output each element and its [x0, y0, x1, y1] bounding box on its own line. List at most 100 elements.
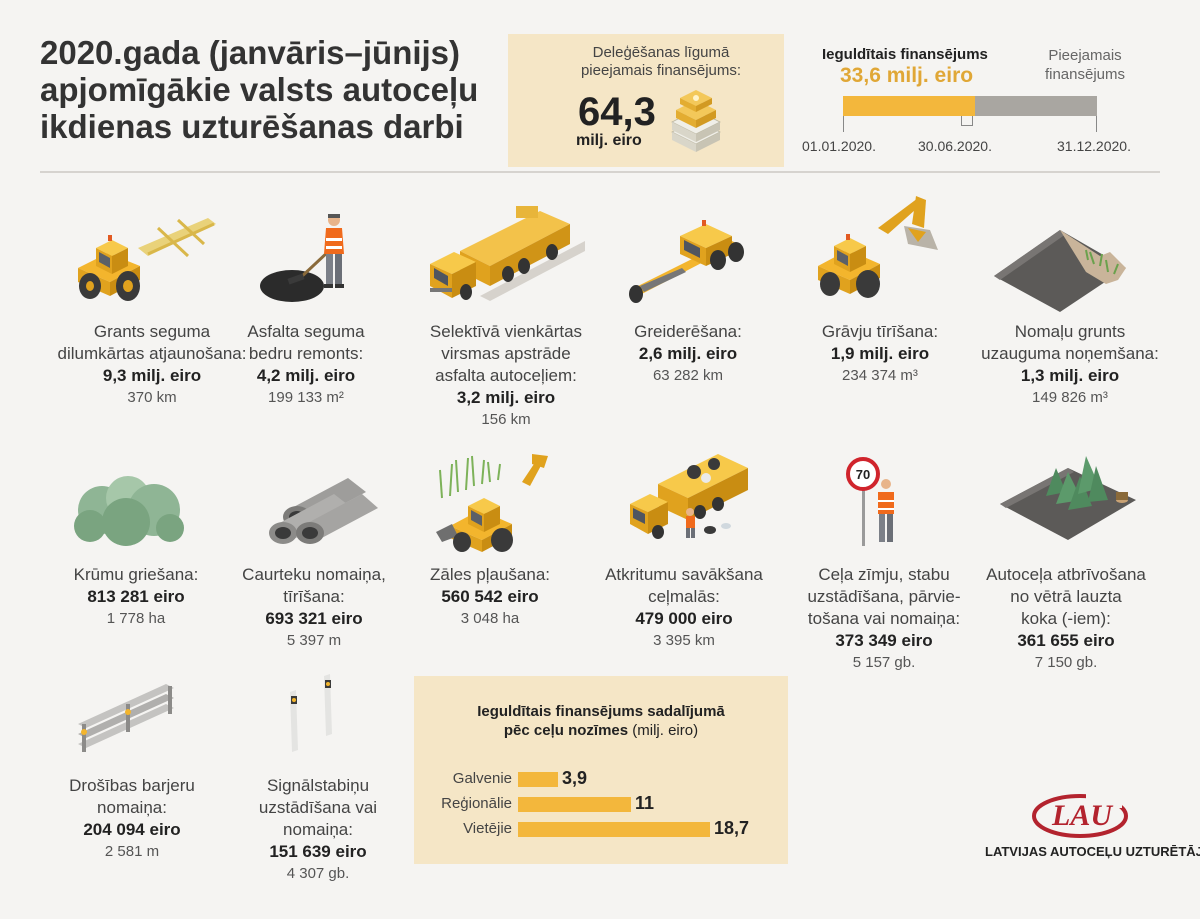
- fin-title-line: pēc ceļu nozīmes: [503, 722, 629, 739]
- work-amount: 479 000 eiro: [635, 609, 733, 628]
- guardrail-icon: [78, 684, 174, 752]
- bushes-icon: [74, 476, 184, 546]
- work-label-line: Zāles pļaušana:: [429, 565, 551, 584]
- work-card: Caurteku nomaiņa, tīrīšana: 693 321 eiro 5 …: [224, 564, 404, 652]
- funding-by-road-type-box: Ieguldītais finansējums sadalījumā pēc c…: [414, 676, 788, 864]
- work-label-line: bedru remonts:: [248, 344, 364, 363]
- work-label-line: tīrīšana:: [283, 587, 345, 606]
- invested-funding-value: 33,6 milj. eiro: [840, 64, 974, 87]
- work-card: Zāles pļaušana: 560 542 eiro 3 048 ha: [400, 564, 580, 630]
- budget-label-line: Deleģēšanas līgumā: [592, 44, 730, 61]
- work-card: Grāvju tīrīšana: 1,9 milj. eiro 234 374 m³: [790, 321, 970, 387]
- title-line: 2020.gada (janvāris–jūnijs): [40, 34, 461, 71]
- work-amount: 361 655 eiro: [1017, 631, 1115, 650]
- delineator-posts-icon: [290, 674, 332, 752]
- work-amount: 3,2 milj. eiro: [456, 388, 556, 407]
- work-quantity: 4 307 gb.: [286, 865, 350, 882]
- work-amount: 1,9 milj. eiro: [830, 344, 930, 363]
- mower-tractor-icon: [436, 454, 548, 552]
- work-label-line: Atkritumu savākšana: [605, 565, 763, 584]
- work-label-line: Nomaļu grunts: [1014, 322, 1126, 341]
- work-label-line: Greiderēšana:: [634, 322, 742, 341]
- lau-logo: LAU: [1032, 792, 1128, 838]
- road-type-value: 18,7: [714, 818, 750, 838]
- road-type-label: Reģionālie: [441, 795, 512, 812]
- gravel-tractor-icon: [78, 218, 216, 301]
- sign-speed-text: 70: [856, 467, 870, 482]
- work-label-line: uzstādīšana vai: [258, 798, 378, 817]
- logo-name: LATVIJAS AUTOCEĻU UZTURĒTĀJS: [985, 844, 1200, 859]
- work-quantity: 7 150 gb.: [1034, 654, 1098, 671]
- work-amount: 4,2 milj. eiro: [256, 366, 356, 385]
- budget-unit: milj. eiro: [576, 132, 642, 149]
- fin-title-unit: (milj. eiro): [632, 722, 699, 739]
- work-label-line: Signālstabiņu: [266, 776, 370, 795]
- funding-progress-fill: [843, 96, 975, 116]
- available-budget-box: Deleģēšanas līgumā pieejamais finansējum…: [508, 34, 784, 167]
- work-label-line: ceļmalās:: [648, 587, 720, 606]
- work-card: Greiderēšana: 2,6 milj. eiro 63 282 km: [598, 321, 778, 387]
- work-label-line: Caurteku nomaiņa,: [242, 565, 386, 584]
- work-quantity: 2 581 m: [104, 843, 160, 860]
- work-label-line: uzstādīšana, pārvie-: [807, 587, 961, 606]
- work-quantity: 234 374 m³: [842, 367, 918, 384]
- work-quantity: 3 048 ha: [460, 610, 520, 627]
- road-type-bar: [518, 772, 558, 787]
- work-card: Krūmu griešana: 813 281 eiro 1 778 ha: [36, 564, 236, 630]
- work-label-line: nomaiņa:: [283, 820, 353, 839]
- fin-title-line: Ieguldītais finansējums sadalījumā: [477, 703, 725, 720]
- road-type-value: 3,9: [562, 768, 588, 788]
- fallen-tree-icon: [1000, 456, 1136, 540]
- timeline-tick: [843, 116, 844, 132]
- garbage-truck-icon: [630, 454, 748, 539]
- work-card: Autoceļa atbrīvošana no vētrā lauzta koka …: [966, 564, 1166, 674]
- work-card: Selektīvā vienkārtas virsmas apstrāde asfa…: [406, 321, 606, 431]
- funding-by-road-type-title: Ieguldītais finansējums sadalījumā pēc c…: [414, 702, 788, 740]
- road-type-bar: [518, 797, 631, 812]
- work-label-line: dilumkārtas atjaunošana:: [57, 344, 247, 363]
- work-label-line: Selektīvā vienkārtas: [429, 322, 583, 341]
- road-type-bar: [518, 822, 710, 837]
- timeline-tick: [961, 125, 973, 126]
- work-amount: 813 281 eiro: [87, 587, 185, 606]
- work-quantity: 1 778 ha: [106, 610, 166, 627]
- pipes-icon: [269, 478, 378, 544]
- work-quantity: 63 282 km: [652, 367, 724, 384]
- timeline-date-start: 01.01.2020.: [802, 138, 876, 154]
- work-quantity: 370 km: [127, 389, 177, 406]
- work-amount: 2,6 milj. eiro: [638, 344, 738, 363]
- work-quantity: 5 157 gb.: [852, 654, 916, 671]
- work-quantity: 149 826 m³: [1032, 389, 1108, 406]
- page-title: 2020.gada (janvāris–jūnijs) apjomīgākie …: [40, 34, 510, 145]
- title-line: apjomīgākie valsts autoceļu: [40, 71, 479, 108]
- work-amount: 693 321 eiro: [265, 609, 363, 628]
- soil-layer-icon: [994, 230, 1126, 312]
- work-label-line: Ceļa zīmju, stabu: [818, 565, 950, 584]
- work-label-line: nomaiņa:: [97, 798, 167, 817]
- money-stack-icon: [671, 90, 721, 152]
- invested-funding-label: Ieguldītais finansējums: [822, 46, 988, 63]
- tanker-truck-icon: [430, 206, 585, 301]
- work-amount: 560 542 eiro: [441, 587, 539, 606]
- work-amount: 9,3 milj. eiro: [102, 366, 202, 385]
- asphalt-worker-icon: [260, 214, 344, 302]
- grader-icon: [629, 220, 744, 303]
- work-card: Asfalta seguma bedru remonts: 4,2 milj. ei…: [216, 321, 396, 409]
- budget-label-line: pieejamais finansējums:: [580, 62, 742, 79]
- timeline-tick: [972, 116, 973, 126]
- work-label-line: Asfalta seguma: [247, 322, 365, 341]
- work-card: Signālstabiņu uzstādīšana vai nomaiņa: 151 …: [218, 775, 418, 885]
- work-label-line: Grants seguma: [93, 322, 211, 341]
- work-quantity: 5 397 m: [286, 632, 342, 649]
- work-card: Atkritumu savākšana ceļmalās: 479 000 eiro…: [584, 564, 784, 652]
- work-amount: 373 349 eiro: [835, 631, 933, 650]
- work-card: Ceļa zīmju, stabu uzstādīšana, pārvie-toš…: [784, 564, 984, 674]
- work-card: Grants seguma dilumkārtas atjaunošana: 9,3…: [37, 321, 267, 409]
- available-funding-label: Pieejamais finansējums: [1030, 46, 1140, 84]
- work-amount: 1,3 milj. eiro: [1020, 366, 1120, 385]
- road-type-label: Vietējie: [463, 820, 512, 837]
- work-amount: 151 639 eiro: [269, 842, 367, 861]
- work-label-line: Grāvju tīrīšana:: [821, 322, 939, 341]
- timeline-tick: [961, 116, 962, 126]
- title-line: ikdienas uzturēšanas darbi: [40, 108, 464, 145]
